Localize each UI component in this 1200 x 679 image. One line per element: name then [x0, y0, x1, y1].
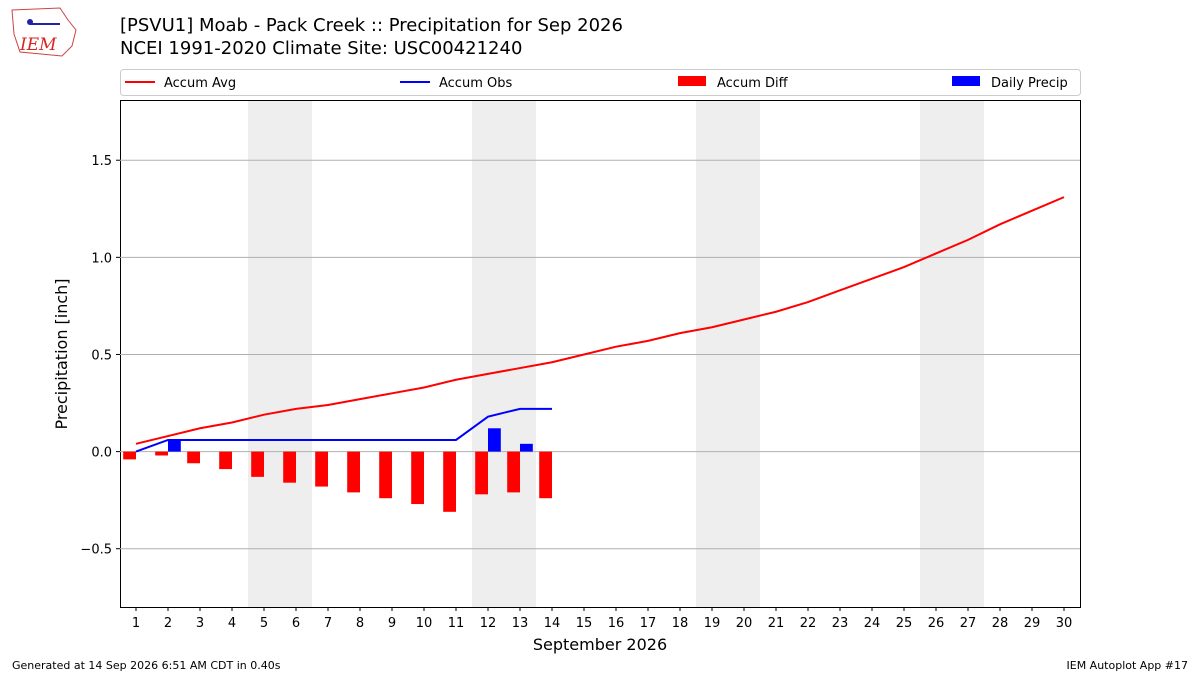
x-tick-label: 22 [800, 616, 817, 631]
x-tick-label: 17 [640, 616, 657, 631]
logo: IEM [11, 7, 77, 57]
bar [251, 451, 264, 477]
bar [219, 451, 232, 470]
x-tick-label: 16 [608, 616, 625, 631]
x-tick-label: 5 [260, 616, 268, 631]
legend-label: Daily Precip [991, 76, 1068, 91]
bar [347, 451, 360, 493]
chart-title: [PSVU1] Moab - Pack Creek :: Precipitati… [120, 15, 623, 36]
x-tick-label: 19 [704, 616, 721, 631]
x-tick-label: 21 [768, 616, 785, 631]
line [135, 407, 552, 453]
x-axis-label: September 2026 [533, 635, 667, 654]
line [135, 196, 1065, 445]
x-tick-label: 28 [992, 616, 1009, 631]
x-tick-label: 13 [512, 616, 529, 631]
legend-box [120, 69, 1081, 96]
bar [168, 439, 181, 452]
y-axis-label: Precipitation [inch] [52, 278, 71, 429]
bar [283, 451, 296, 483]
logo-text: IEM [19, 35, 57, 55]
x-tick-label: 30 [1056, 616, 1073, 631]
bar [443, 451, 456, 512]
y-tick-label: 0.0 [91, 446, 112, 461]
bar [539, 451, 552, 499]
x-tick-label: 7 [324, 616, 332, 631]
x-tick-label: 25 [896, 616, 913, 631]
y-tick-label: 1.0 [91, 251, 112, 266]
legend-swatch [678, 76, 706, 86]
bar [379, 451, 392, 499]
x-tick-label: 14 [544, 616, 561, 631]
x-tick-label: 10 [416, 616, 433, 631]
x-tick-label: 27 [960, 616, 977, 631]
y-tick-label: 1.5 [91, 154, 112, 169]
x-tick-label: 23 [832, 616, 849, 631]
y-tick-label: −0.5 [80, 543, 112, 558]
legend-label: Accum Avg [164, 76, 236, 91]
bar [123, 451, 136, 460]
bar [315, 451, 328, 487]
bar [187, 451, 200, 464]
chart-subtitle: NCEI 1991-2020 Climate Site: USC00421240 [120, 38, 522, 59]
bar [411, 451, 424, 505]
x-tick-label: 1 [132, 616, 140, 631]
x-tick-label: 6 [292, 616, 300, 631]
footer-left: Generated at 14 Sep 2026 6:51 AM CDT in … [12, 659, 281, 672]
x-tick-label: 18 [672, 616, 689, 631]
x-tick-label: 11 [448, 616, 465, 631]
bar [155, 451, 168, 456]
x-tick-label: 8 [356, 616, 364, 631]
x-tick-label: 24 [864, 616, 881, 631]
x-tick-label: 3 [196, 616, 204, 631]
footer-right: IEM Autoplot App #17 [1067, 659, 1189, 672]
legend-label: Accum Obs [439, 76, 512, 91]
x-tick-label: 26 [928, 616, 945, 631]
x-tick-label: 29 [1024, 616, 1041, 631]
bar [520, 443, 533, 452]
x-tick-label: 15 [576, 616, 593, 631]
legend-swatch [952, 76, 980, 86]
bar [507, 451, 520, 493]
bar [488, 428, 501, 452]
x-tick-label: 9 [388, 616, 396, 631]
legend-label: Accum Diff [717, 76, 789, 91]
bar [475, 451, 488, 495]
y-tick-label: 0.5 [91, 348, 112, 363]
x-tick-label: 2 [164, 616, 172, 631]
x-tick-label: 20 [736, 616, 753, 631]
x-tick-label: 4 [228, 616, 236, 631]
x-tick-label: 12 [480, 616, 497, 631]
